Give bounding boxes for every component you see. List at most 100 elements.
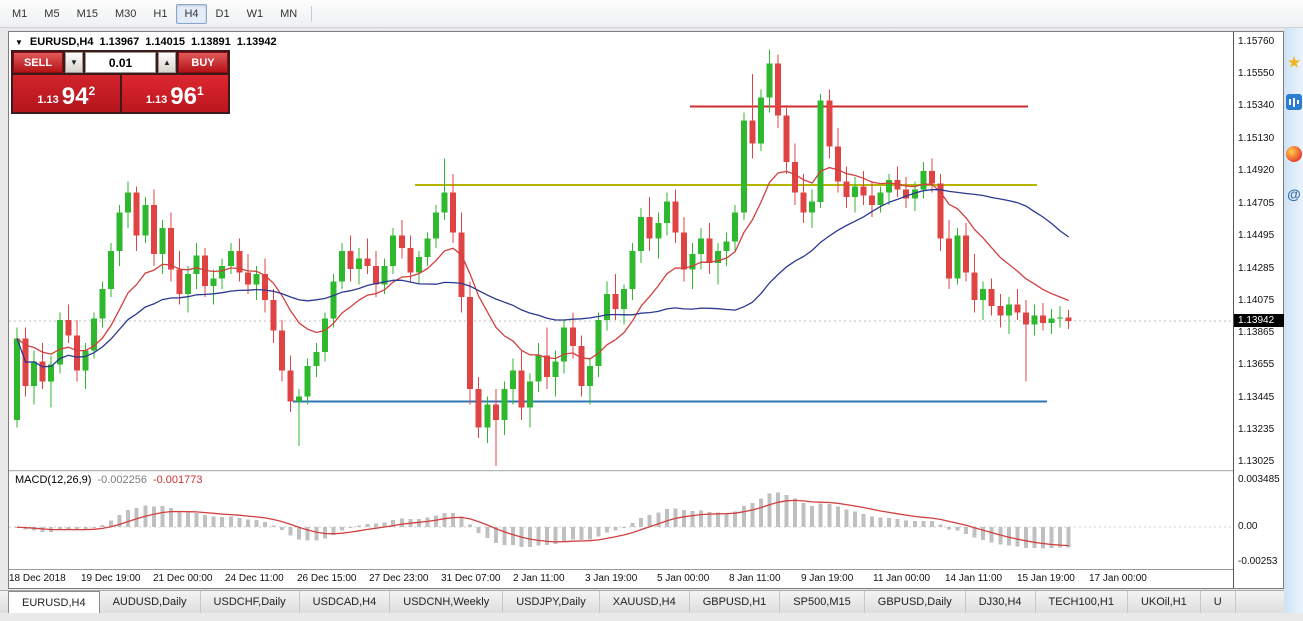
- ohlc-low: 1.13891: [191, 36, 231, 48]
- chart-tab-tech100-h1[interactable]: TECH100,H1: [1036, 591, 1128, 613]
- macd-histogram-bar: [536, 527, 541, 546]
- macd-histogram-bar: [989, 527, 994, 543]
- candle: [655, 223, 662, 239]
- chart-tab-sp500-m15[interactable]: SP500,M15: [780, 591, 865, 613]
- candle: [373, 266, 380, 285]
- candle: [1022, 312, 1029, 325]
- macd-chart[interactable]: [9, 472, 1233, 569]
- volume-increase-button[interactable]: ▲: [158, 52, 176, 73]
- chart-tab-usdcnh-weekly[interactable]: USDCNH,Weekly: [390, 591, 504, 613]
- candle: [680, 232, 687, 270]
- timeframe-button-mn[interactable]: MN: [272, 4, 305, 24]
- candle: [14, 338, 20, 420]
- buy-button[interactable]: BUY: [178, 52, 228, 73]
- macd-histogram-bar: [647, 515, 652, 528]
- candle: [715, 250, 722, 264]
- macd-histogram-bar: [1015, 527, 1020, 547]
- chart-tab-dj30-h4[interactable]: DJ30,H4: [966, 591, 1036, 613]
- macd-histogram-bar: [151, 506, 156, 528]
- candlestick-chart[interactable]: [9, 32, 1233, 470]
- macd-histogram-bar: [434, 515, 438, 528]
- candle: [219, 266, 226, 279]
- timeframe-button-d1[interactable]: D1: [208, 4, 238, 24]
- chart-ohlc-header: ▼ EURUSD,H4 1.13967 1.14015 1.13891 1.13…: [15, 36, 277, 48]
- price-axis-label: 1.15550: [1238, 68, 1275, 79]
- macd-histogram-bar: [74, 527, 79, 530]
- chart-tab-gbpusd-daily[interactable]: GBPUSD,Daily: [865, 591, 966, 613]
- macd-histogram-bar: [254, 520, 259, 528]
- sell-price-tile[interactable]: 1.13 94 2: [13, 75, 120, 112]
- timeframe-button-m1[interactable]: M1: [4, 4, 35, 24]
- candle: [561, 327, 568, 362]
- timeframe-button-h4[interactable]: H4: [176, 3, 207, 24]
- macd-axis-label: 0.003485: [1238, 474, 1280, 485]
- macd-histogram-bar: [776, 492, 780, 528]
- macd-histogram-bar: [83, 527, 88, 530]
- macd-histogram-bar: [596, 527, 601, 537]
- candle: [612, 293, 619, 310]
- panel-collapse-icon[interactable]: ▼: [15, 37, 23, 47]
- volume-input[interactable]: [85, 52, 156, 73]
- macd-histogram-bar: [331, 527, 336, 536]
- candle: [31, 361, 38, 386]
- browser-app-icon[interactable]: [1286, 146, 1302, 162]
- candle: [997, 306, 1004, 316]
- chart-tab-u[interactable]: U: [1201, 591, 1236, 613]
- macd-histogram-bar: [579, 527, 584, 541]
- buy-price-tile[interactable]: 1.13 96 1: [121, 75, 228, 112]
- candle: [167, 227, 174, 270]
- timeframe-button-m15[interactable]: M15: [69, 4, 106, 24]
- macd-histogram-bar: [545, 527, 550, 546]
- macd-histogram-bar: [716, 512, 721, 528]
- volume-decrease-button[interactable]: ▼: [65, 52, 83, 73]
- macd-histogram-bar: [690, 510, 695, 528]
- candle: [39, 361, 46, 382]
- candle: [1065, 317, 1072, 322]
- chart-window: ▼ EURUSD,H4 1.13967 1.14015 1.13891 1.13…: [8, 31, 1284, 589]
- macd-name: MACD(12,26,9): [15, 474, 92, 486]
- macd-signal-value: -0.001773: [152, 474, 203, 486]
- macd-histogram-bar: [288, 527, 293, 536]
- macd-histogram-bar: [365, 523, 370, 528]
- macd-histogram-bar: [664, 509, 669, 528]
- price-axis-label: 1.13025: [1238, 456, 1275, 467]
- timeframe-button-m5[interactable]: M5: [36, 4, 67, 24]
- timeframe-button-w1[interactable]: W1: [239, 4, 272, 24]
- candle: [407, 247, 414, 273]
- timeframe-button-m30[interactable]: M30: [107, 4, 144, 24]
- sell-button[interactable]: SELL: [13, 52, 63, 73]
- candle: [244, 272, 251, 285]
- candle: [851, 186, 858, 198]
- chart-tab-gbpusd-h1[interactable]: GBPUSD,H1: [690, 591, 781, 613]
- macd-histogram-bar: [493, 527, 498, 543]
- price-axis-label: 1.14920: [1238, 165, 1275, 176]
- pane-divider[interactable]: [9, 470, 1283, 472]
- macd-histogram-bar: [630, 523, 635, 528]
- candle: [809, 201, 816, 213]
- macd-histogram-bar: [861, 513, 866, 528]
- candle: [73, 335, 80, 371]
- candle: [125, 192, 132, 213]
- time-axis[interactable]: 18 Dec 2018 19 Dec 19:00 21 Dec 00:00 24 De…: [9, 570, 1233, 588]
- mail-at-icon[interactable]: @: [1287, 186, 1301, 202]
- candle: [150, 204, 157, 254]
- timeframe-button-h1[interactable]: H1: [145, 4, 175, 24]
- chart-tab-ukoil-h1[interactable]: UKOil,H1: [1128, 591, 1201, 613]
- chart-tab-eurusd-h4[interactable]: EURUSD,H4: [8, 591, 100, 613]
- chart-tab-usdcad-h4[interactable]: USDCAD,H4: [300, 591, 391, 613]
- chart-tab-xauusd-h4[interactable]: XAUUSD,H4: [600, 591, 690, 613]
- macd-histogram-bar: [263, 522, 267, 528]
- price-axis[interactable]: 1.13942 1.15760 1.15550 1.15340 1.15130 1.14…: [1233, 32, 1284, 588]
- candle: [604, 293, 610, 320]
- macd-histogram-bar: [998, 527, 1003, 545]
- candle: [133, 192, 140, 236]
- chart-tab-usdchf-daily[interactable]: USDCHF,Daily: [201, 591, 300, 613]
- star-icon[interactable]: ★: [1287, 54, 1301, 70]
- macd-histogram-bar: [510, 527, 515, 546]
- candle: [723, 241, 730, 251]
- chart-tab-usdjpy-daily[interactable]: USDJPY,Daily: [503, 591, 600, 613]
- macd-histogram-bar: [1041, 527, 1045, 549]
- chart-app-icon[interactable]: [1286, 94, 1302, 110]
- chart-tab-audusd-daily[interactable]: AUDUSD,Daily: [100, 591, 201, 613]
- candle: [544, 355, 551, 377]
